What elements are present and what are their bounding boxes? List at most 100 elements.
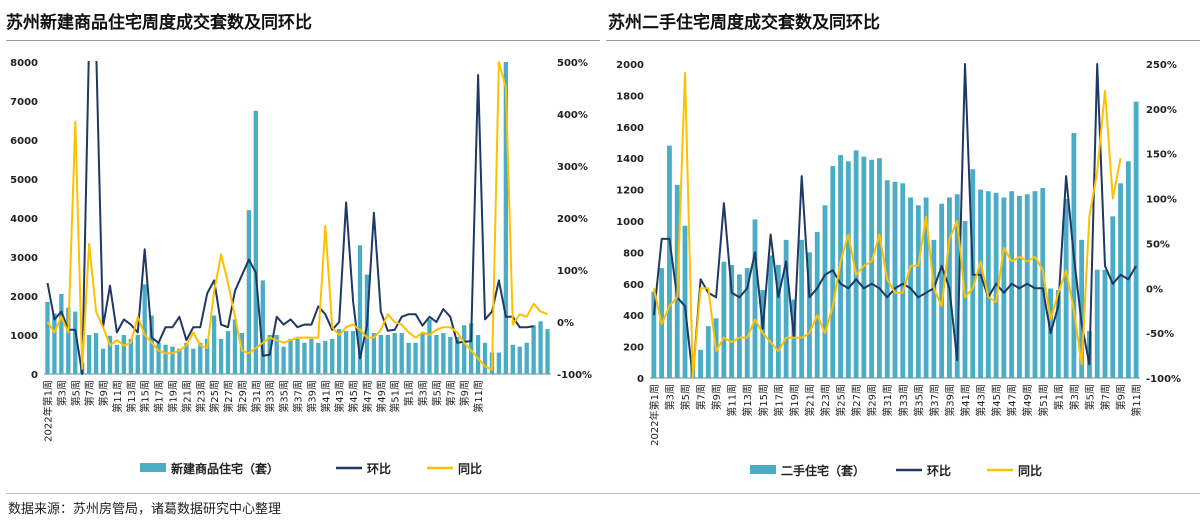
sec-bar	[705, 326, 711, 378]
new-bar	[246, 210, 252, 374]
sec-x-tick-label: 第3周	[663, 384, 676, 410]
new-x-tick-label: 第35周	[278, 380, 291, 413]
sec-bar	[698, 349, 703, 378]
title-divider-right	[606, 40, 1200, 41]
sec-x-tick-label: 2022年第1周	[648, 384, 661, 446]
footer-divider	[6, 493, 1200, 494]
sec-bar	[939, 203, 945, 378]
new-bar	[385, 335, 390, 374]
sec-x-tick-label: 第7周	[1099, 384, 1112, 410]
sec-tb-line	[652, 72, 1122, 379]
new-bar	[392, 333, 397, 374]
sec-bar	[869, 159, 875, 378]
new-x-tick-label: 第15周	[139, 380, 152, 413]
new-left-tick-label: 2000	[10, 292, 38, 303]
sec-x-tick-label: 第51周	[1037, 384, 1050, 417]
sec-bar	[791, 299, 797, 378]
new-x-tick-label: 第23周	[194, 380, 207, 413]
new-bar	[149, 315, 154, 374]
sec-bar	[682, 225, 688, 378]
sec-bar	[877, 158, 882, 378]
new-x-tick-label: 第5周	[69, 380, 82, 406]
new-bar	[163, 344, 168, 374]
chart-title-new-homes: 苏州新建商品住宅周度成交套数及同环比	[6, 13, 312, 33]
new-x-tick-label: 第45周	[347, 380, 360, 413]
new-bar	[309, 338, 314, 374]
sec-x-tick-label: 第7周	[695, 384, 708, 410]
new-bar	[218, 338, 224, 374]
new-x-tick-label: 第11周	[472, 380, 485, 413]
sec-right-tick-label: -100%	[1146, 374, 1181, 385]
sec-x-tick-label: 第31周	[881, 384, 894, 417]
sec-bar	[775, 264, 781, 378]
new-legend-label: 环比	[367, 461, 391, 476]
new-bar	[274, 335, 279, 374]
new-bar	[503, 62, 509, 374]
sec-x-tick-label: 第27周	[850, 384, 863, 417]
new-bar	[475, 335, 481, 374]
new-x-tick-label: 第47周	[361, 380, 374, 413]
sec-bar	[923, 197, 929, 378]
new-right-tick-label: 0%	[557, 318, 574, 329]
new-bar	[86, 335, 92, 374]
sec-left-tick-label: 1200	[616, 186, 644, 197]
new-bar	[434, 335, 439, 374]
new-bar	[538, 321, 543, 374]
new-bar	[107, 335, 113, 374]
sec-left-tick-label: 0	[637, 374, 644, 385]
new-bar	[545, 329, 550, 374]
second-homes-chart: 0 200 400 600 800 1000 1200 1400 1600 1800 2000 -10…	[616, 60, 1181, 478]
new-bar	[45, 301, 50, 374]
new-x-tick-label: 第19周	[166, 380, 179, 413]
new-x-tick-label: 第27周	[222, 380, 235, 413]
new-bar	[455, 336, 460, 374]
sec-bar	[845, 161, 851, 378]
new-legend-swatch-bars	[140, 463, 166, 472]
sec-bar	[1118, 183, 1123, 378]
new-bar	[316, 342, 321, 374]
sec-x-tick-label: 第25周	[835, 384, 848, 417]
sec-hb-line	[652, 63, 1137, 379]
sec-bar	[1094, 269, 1100, 378]
sec-bar	[1001, 197, 1007, 378]
new-bar	[73, 311, 78, 374]
new-right-tick-label: 300%	[557, 162, 588, 173]
new-bar	[198, 342, 203, 374]
sec-x-tick-label: 第3周	[1068, 384, 1081, 410]
sec-bar	[667, 145, 672, 378]
sec-bar	[768, 255, 773, 378]
sec-x-tick-label: 第17周	[772, 384, 785, 417]
sec-x-tick-label: 第37周	[928, 384, 941, 417]
sec-bar	[900, 183, 906, 378]
new-bar	[93, 333, 99, 374]
sec-x-tick-label: 第43周	[975, 384, 988, 417]
new-bar	[114, 344, 120, 374]
sec-bar	[822, 205, 828, 378]
new-x-tick-label: 第9周	[458, 380, 471, 406]
new-x-tick-label: 第11周	[111, 380, 124, 413]
new-tb-line	[46, 61, 548, 371]
new-bar	[100, 348, 106, 374]
new-x-tick-label: 第29周	[236, 380, 249, 413]
sec-x-tick-label: 第49周	[1021, 384, 1034, 417]
sec-x-tick-label: 第5周	[1083, 384, 1096, 410]
new-left-tick-label: 6000	[10, 136, 38, 147]
new-bar	[156, 342, 161, 374]
sec-right-tick-label: 250%	[1146, 60, 1177, 71]
sec-x-tick-label: 第1周	[1052, 384, 1065, 410]
sec-bar-series	[651, 101, 1139, 379]
new-bar	[205, 338, 210, 374]
new-bar	[281, 346, 286, 374]
sec-bar	[1063, 199, 1069, 378]
sec-legend-label: 同比	[1018, 463, 1042, 478]
new-bar	[531, 325, 536, 374]
new-bar	[510, 344, 515, 374]
new-left-tick-label: 3000	[10, 253, 38, 264]
new-bar	[177, 348, 182, 374]
new-bar	[232, 319, 238, 374]
sec-left-tick-label: 600	[623, 280, 644, 291]
sec-bar	[651, 291, 657, 378]
new-legend-label: 同比	[458, 461, 482, 476]
new-bar	[517, 346, 522, 374]
sec-bar	[915, 205, 921, 378]
